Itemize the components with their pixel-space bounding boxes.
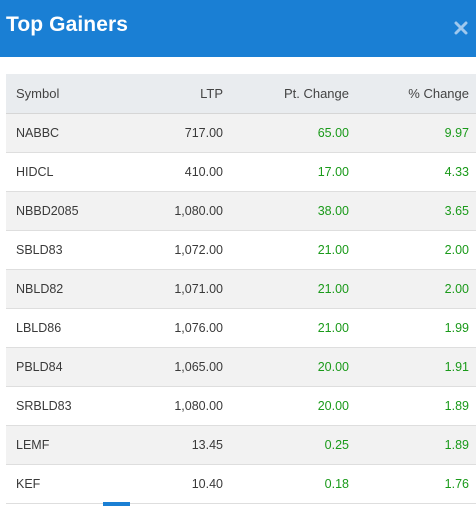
pt-change-cell: 21.00 — [223, 269, 349, 309]
pt-change-cell: 65.00 — [223, 113, 349, 153]
symbol-cell: PBLD84 — [6, 347, 111, 387]
widget-header: Top Gainers — [0, 0, 476, 57]
table-row[interactable]: SBLD83 1,072.00 21.00 2.00 — [6, 230, 476, 270]
pct-change-cell: 1.91 — [349, 347, 476, 387]
symbol-cell: NBBD2085 — [6, 191, 111, 231]
pt-change-cell: 0.18 — [223, 464, 349, 504]
pct-change-cell: 2.00 — [349, 230, 476, 270]
ltp-cell: 1,076.00 — [111, 308, 223, 348]
symbol-cell: NBLD82 — [6, 269, 111, 309]
pt-change-cell: 20.00 — [223, 347, 349, 387]
table-row[interactable]: SRBLD83 1,080.00 20.00 1.89 — [6, 386, 476, 426]
gainers-table: Symbol LTP Pt. Change % Change NABBC 717.… — [6, 74, 476, 504]
table-row[interactable]: PBLD84 1,065.00 20.00 1.91 — [6, 347, 476, 387]
symbol-cell: KEF — [6, 464, 111, 504]
column-header-ltp[interactable]: LTP — [111, 74, 223, 114]
pct-change-cell: 1.89 — [349, 425, 476, 465]
pct-change-cell: 1.99 — [349, 308, 476, 348]
table-row[interactable]: HIDCL 410.00 17.00 4.33 — [6, 152, 476, 192]
symbol-cell: HIDCL — [6, 152, 111, 192]
gainers-table-container: Symbol LTP Pt. Change % Change NABBC 717.… — [6, 74, 476, 504]
table-row[interactable]: NABBC 717.00 65.00 9.97 — [6, 113, 476, 153]
close-icon[interactable] — [450, 16, 472, 40]
pct-change-cell: 3.65 — [349, 191, 476, 231]
symbol-cell: LEMF — [6, 425, 111, 465]
pct-change-cell: 1.89 — [349, 386, 476, 426]
symbol-cell: LBLD86 — [6, 308, 111, 348]
table-row[interactable]: NBLD82 1,071.00 21.00 2.00 — [6, 269, 476, 309]
table-header-row: Symbol LTP Pt. Change % Change — [6, 74, 476, 114]
pt-change-cell: 21.00 — [223, 308, 349, 348]
pt-change-cell: 0.25 — [223, 425, 349, 465]
ltp-cell: 1,080.00 — [111, 191, 223, 231]
pct-change-cell: 4.33 — [349, 152, 476, 192]
ltp-cell: 1,072.00 — [111, 230, 223, 270]
widget-title: Top Gainers — [6, 13, 129, 36]
ltp-cell: 1,080.00 — [111, 386, 223, 426]
ltp-cell: 10.40 — [111, 464, 223, 504]
symbol-cell: NABBC — [6, 113, 111, 153]
pct-change-cell: 2.00 — [349, 269, 476, 309]
pt-change-cell: 38.00 — [223, 191, 349, 231]
pt-change-cell: 21.00 — [223, 230, 349, 270]
pt-change-cell: 17.00 — [223, 152, 349, 192]
symbol-cell: SBLD83 — [6, 230, 111, 270]
scroll-indicator[interactable] — [103, 502, 130, 506]
table-row[interactable]: KEF 10.40 0.18 1.76 — [6, 464, 476, 504]
ltp-cell: 1,065.00 — [111, 347, 223, 387]
table-row[interactable]: LEMF 13.45 0.25 1.89 — [6, 425, 476, 465]
ltp-cell: 1,071.00 — [111, 269, 223, 309]
column-header-symbol[interactable]: Symbol — [6, 74, 111, 114]
ltp-cell: 717.00 — [111, 113, 223, 153]
symbol-cell: SRBLD83 — [6, 386, 111, 426]
column-header-pt-change[interactable]: Pt. Change — [223, 74, 349, 114]
pct-change-cell: 9.97 — [349, 113, 476, 153]
table-row[interactable]: NBBD2085 1,080.00 38.00 3.65 — [6, 191, 476, 231]
table-row[interactable]: LBLD86 1,076.00 21.00 1.99 — [6, 308, 476, 348]
ltp-cell: 410.00 — [111, 152, 223, 192]
column-header-pct-change[interactable]: % Change — [349, 74, 476, 114]
pct-change-cell: 1.76 — [349, 464, 476, 504]
ltp-cell: 13.45 — [111, 425, 223, 465]
pt-change-cell: 20.00 — [223, 386, 349, 426]
